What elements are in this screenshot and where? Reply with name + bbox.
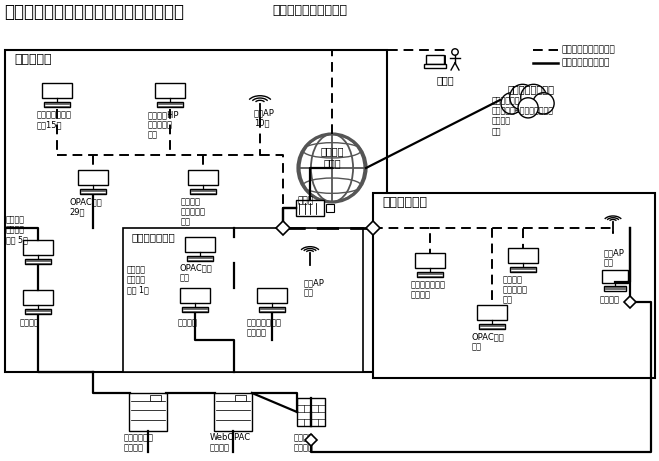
Bar	[416, 272, 444, 278]
Text: 中之島図書館: 中之島図書館	[382, 196, 427, 209]
Bar	[129, 393, 167, 431]
Bar	[188, 170, 218, 185]
Bar	[78, 170, 108, 185]
Text: ファイア
ウォール: ファイア ウォール	[294, 433, 314, 452]
Text: OPAC端末
７台: OPAC端末 ７台	[472, 332, 505, 351]
Text: 利用者: 利用者	[436, 75, 454, 85]
Text: 無線AP
２台: 無線AP ２台	[604, 248, 625, 267]
Circle shape	[533, 93, 554, 114]
Circle shape	[452, 49, 458, 55]
Circle shape	[509, 84, 536, 110]
Text: 利用者系ネットワーク: 利用者系ネットワーク	[562, 46, 616, 54]
Text: 国際児童文学館: 国際児童文学館	[131, 232, 175, 242]
Bar	[186, 256, 214, 261]
Polygon shape	[366, 221, 380, 235]
Bar	[5, 50, 387, 372]
Bar	[25, 259, 51, 265]
Text: 電子資料検索
（おおさかeコレクション）
横断検索
など: 電子資料検索 （おおさかeコレクション） 横断検索 など	[492, 96, 554, 136]
Text: WebOPAC
サーバ等: WebOPAC サーバ等	[210, 433, 251, 452]
Text: データベース用
端末15台: データベース用 端末15台	[37, 110, 72, 130]
Bar	[326, 204, 334, 212]
Circle shape	[521, 84, 546, 110]
Bar	[477, 305, 507, 320]
Text: OPAC端末
２台: OPAC端末 ２台	[180, 263, 213, 283]
Circle shape	[501, 93, 522, 114]
Bar	[604, 286, 627, 291]
Text: 官公庁等HP
閲覧用端末
２台: 官公庁等HP 閲覧用端末 ２台	[148, 110, 179, 140]
Text: 業務系ネットワーク: 業務系ネットワーク	[562, 59, 610, 67]
Bar	[42, 83, 72, 98]
Bar	[150, 395, 161, 401]
Bar	[479, 324, 505, 330]
Text: 書庫出納
室内表示
装置 1台: 書庫出納 室内表示 装置 1台	[127, 265, 149, 295]
Bar	[259, 307, 285, 313]
Bar	[25, 309, 51, 314]
Text: 業務端末: 業務端末	[600, 295, 620, 304]
Circle shape	[518, 98, 538, 118]
Text: 業務端末: 業務端末	[20, 318, 40, 327]
Bar	[297, 398, 325, 426]
Bar	[257, 288, 287, 303]
Bar	[23, 290, 53, 305]
Bar	[182, 307, 208, 313]
Bar	[508, 248, 538, 263]
Bar	[180, 288, 210, 303]
Bar	[296, 200, 324, 216]
Polygon shape	[305, 434, 317, 446]
Text: 他館所蔵
調査用端末
３台: 他館所蔵 調査用端末 ３台	[503, 275, 528, 305]
Bar	[190, 189, 216, 195]
Text: データベース用
端末１台: データベース用 端末１台	[247, 318, 282, 337]
Bar	[424, 64, 446, 68]
Text: 業務端末: 業務端末	[178, 318, 198, 327]
Text: クラウドサービス: クラウドサービス	[508, 84, 555, 94]
Polygon shape	[276, 221, 290, 235]
Text: 業務システム
サーバ等: 業務システム サーバ等	[124, 433, 154, 452]
Polygon shape	[624, 296, 636, 308]
Bar	[235, 395, 246, 401]
Text: 無線AP
10台: 無線AP 10台	[254, 108, 275, 127]
Bar	[185, 237, 215, 252]
Bar	[157, 102, 183, 107]
Bar	[43, 102, 71, 107]
Bar	[155, 83, 185, 98]
Text: 中央図書館: 中央図書館	[14, 53, 51, 66]
Bar	[373, 193, 655, 378]
Text: 無線AP
１台: 無線AP １台	[304, 278, 325, 297]
Bar	[602, 270, 628, 283]
Text: OPAC端末
29台: OPAC端末 29台	[69, 197, 101, 216]
Text: 《大阪府立図書館情報システム構成図》: 《大阪府立図書館情報システム構成図》	[4, 3, 184, 21]
Bar	[123, 228, 363, 372]
Bar	[214, 393, 252, 431]
Text: ルータ: ルータ	[297, 196, 313, 205]
Bar	[510, 267, 536, 272]
Bar	[23, 240, 53, 255]
Bar	[426, 55, 444, 64]
Bar	[415, 253, 445, 268]
Text: データベース用
端末８台: データベース用 端末８台	[411, 280, 446, 299]
Bar	[80, 189, 106, 195]
Text: インター
ネット: インター ネット	[320, 146, 344, 168]
Text: 書庫出納
案内表示
装置 5台: 書庫出納 案内表示 装置 5台	[6, 215, 28, 245]
Text: 令和５年４月１日現在: 令和５年４月１日現在	[272, 4, 347, 17]
Text: 他館所蔵
調査用端末
２台: 他館所蔵 調査用端末 ２台	[181, 197, 206, 227]
